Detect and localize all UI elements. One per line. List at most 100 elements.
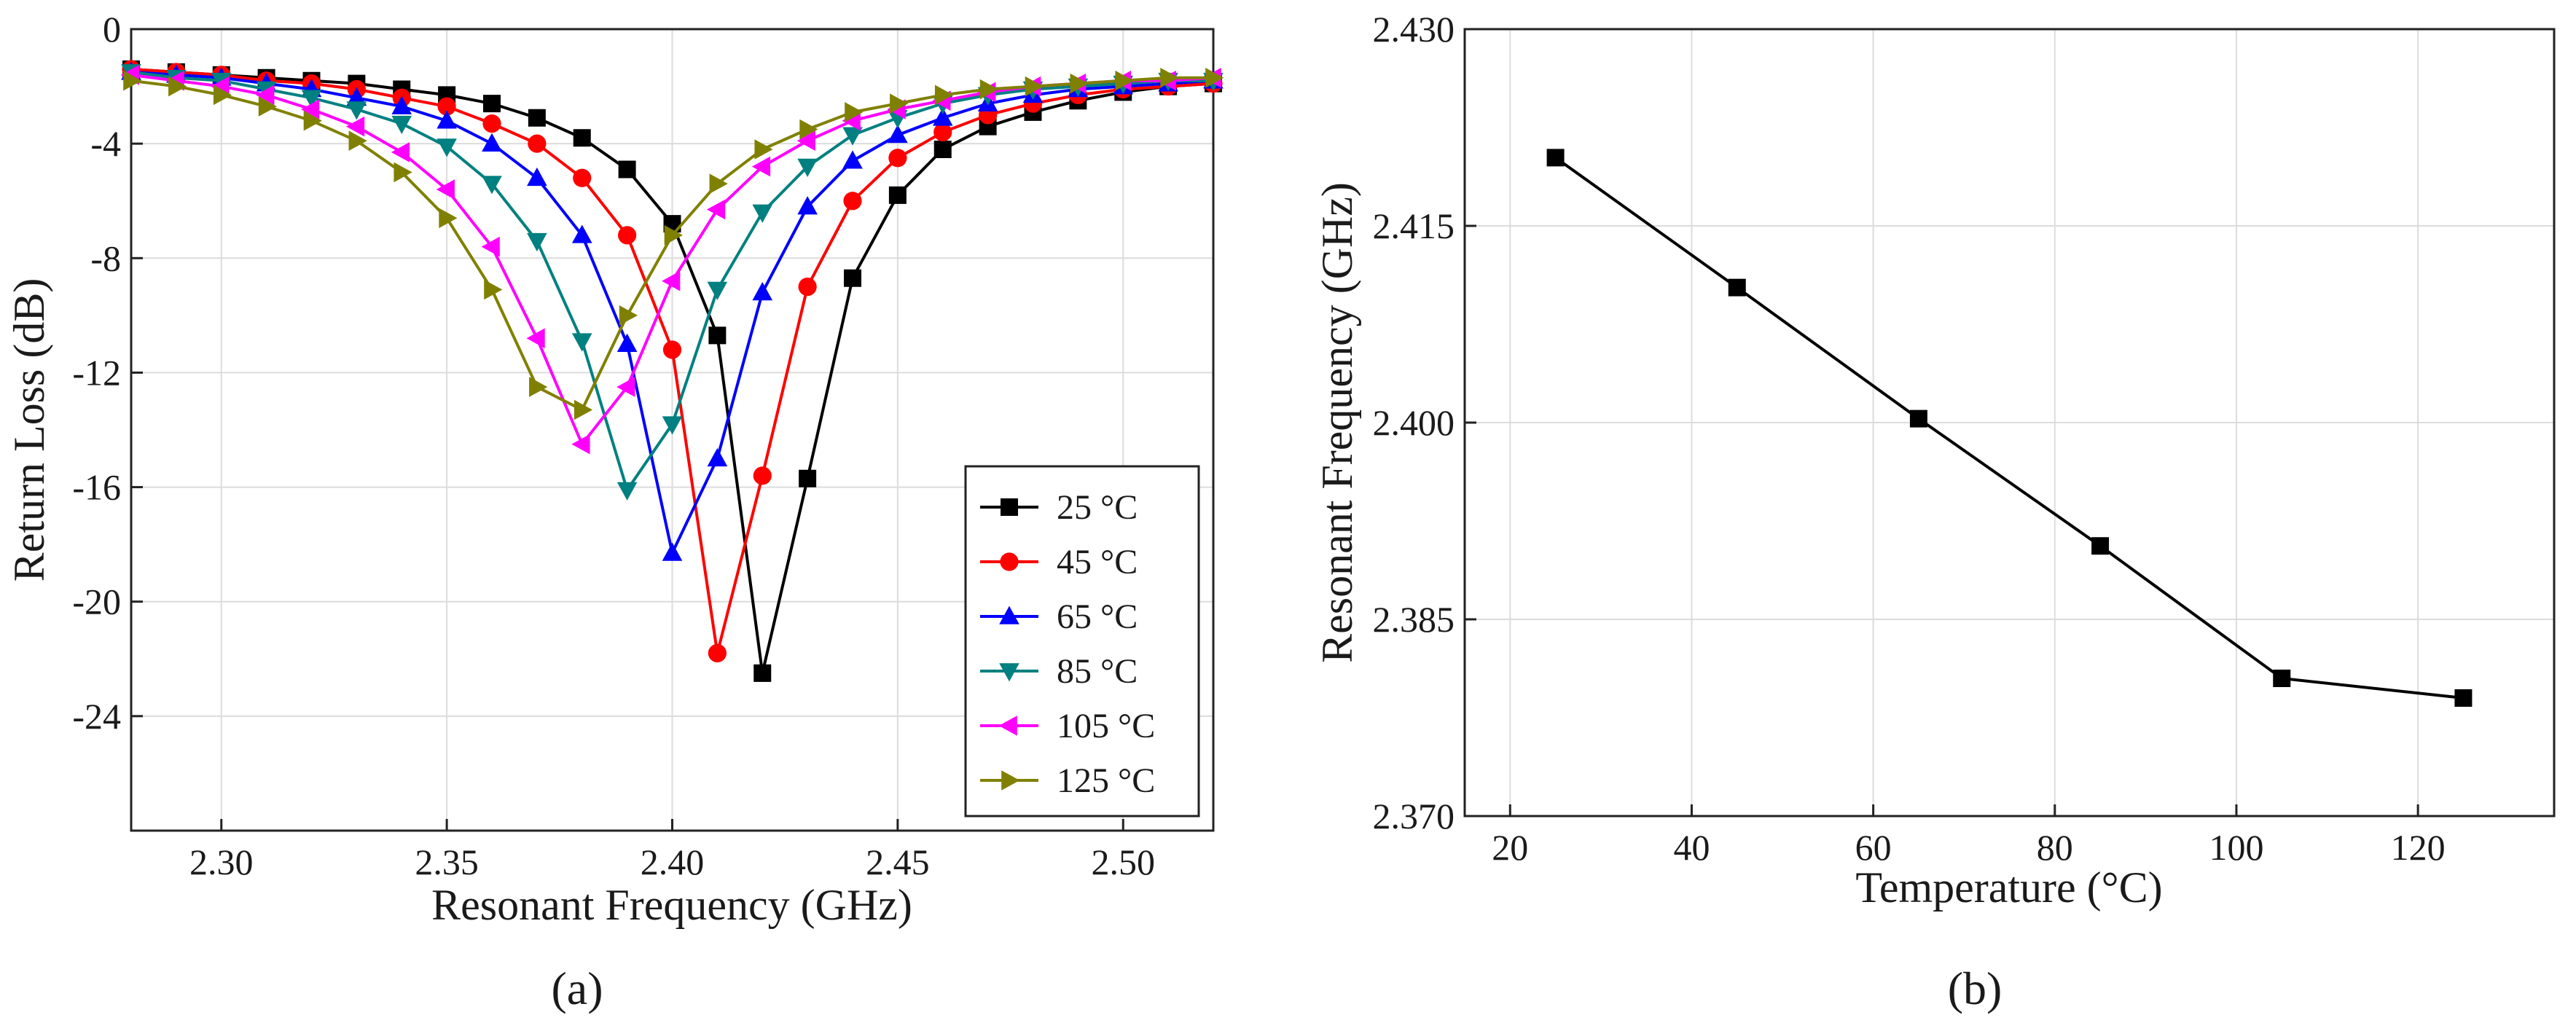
data-point xyxy=(436,110,457,129)
legend-label: 25 °C xyxy=(1057,488,1138,527)
data-point xyxy=(752,204,773,223)
data-point xyxy=(346,87,367,106)
data-point xyxy=(528,109,546,127)
data-point xyxy=(528,134,547,153)
y-tick-label: 2.415 xyxy=(1373,205,1455,246)
data-point xyxy=(123,70,142,91)
data-point xyxy=(798,277,817,297)
data-point xyxy=(843,192,862,211)
data-point xyxy=(213,85,232,106)
data-point xyxy=(573,168,592,187)
data-point xyxy=(1546,149,1565,167)
data-point xyxy=(933,141,952,158)
data-point xyxy=(751,156,771,177)
data-point xyxy=(481,236,500,257)
data-point xyxy=(890,93,909,114)
legend-marker xyxy=(998,716,1017,736)
panel-a-series xyxy=(120,60,1224,682)
data-point xyxy=(573,399,593,420)
data-point xyxy=(664,225,683,246)
series-line xyxy=(1554,156,2464,699)
data-point xyxy=(616,377,635,397)
panel-b-x-axis-title: Temperature (°C) xyxy=(1855,863,2162,912)
x-tick-label: 60 xyxy=(1855,827,1892,868)
data-point xyxy=(1728,278,1746,297)
y-tick-label: -24 xyxy=(72,696,121,737)
data-point xyxy=(799,469,817,487)
data-point xyxy=(2091,537,2110,555)
y-tick-label: -16 xyxy=(72,467,121,508)
data-point xyxy=(436,138,457,157)
y-tick-label: -4 xyxy=(90,123,121,164)
data-point xyxy=(2454,689,2473,707)
x-tick-label: 120 xyxy=(2391,827,2446,868)
legend-marker xyxy=(1000,552,1019,571)
legend-marker xyxy=(1001,498,1018,516)
data-point xyxy=(618,160,636,179)
data-point xyxy=(484,279,503,300)
legend-marker xyxy=(999,605,1019,624)
x-tick-label: 40 xyxy=(1673,827,1710,868)
panel-a-y-axis-title: Return Loss (dB) xyxy=(5,278,53,582)
data-point xyxy=(346,101,367,120)
data-point xyxy=(1070,73,1089,94)
panel-b-chart: 20 40 60 80 100 1202.3702.3852.4002.4152.430 … xyxy=(1313,9,2556,1014)
x-tick-label: 2.50 xyxy=(1092,842,1156,882)
legend-label: 85 °C xyxy=(1057,652,1138,691)
series-square xyxy=(1546,149,2473,707)
data-point xyxy=(482,133,502,152)
data-point xyxy=(708,326,727,345)
data-point xyxy=(842,150,863,169)
data-point xyxy=(394,162,412,183)
y-tick-label: -12 xyxy=(72,352,121,393)
data-point xyxy=(934,85,954,106)
data-point xyxy=(708,643,727,663)
data-point xyxy=(752,282,773,301)
y-tick-label: 2.430 xyxy=(1373,9,1455,50)
data-point xyxy=(483,95,501,113)
x-tick-label: 20 xyxy=(1492,827,1528,868)
data-point xyxy=(571,224,592,243)
legend-marker xyxy=(1001,770,1020,791)
data-point xyxy=(303,110,322,131)
panel-a-caption: (a) xyxy=(551,963,603,1014)
data-point xyxy=(1205,67,1224,88)
y-tick-label: 2.370 xyxy=(1373,796,1455,836)
data-point xyxy=(2273,670,2291,687)
panel-a-legend: 25 °C 45 °C 65 °C 85 °C 105 °C 125 °C xyxy=(964,465,1200,818)
data-point xyxy=(436,179,455,200)
panel-a-chart: 2.30 2.35 2.40 2.45 2.50 0 -4 -8 -12 -16 -20 -24 Re… xyxy=(5,9,1224,1014)
data-point xyxy=(662,542,683,561)
data-point xyxy=(616,333,638,352)
data-point xyxy=(1909,409,1927,428)
data-point xyxy=(796,130,815,152)
data-point xyxy=(1160,67,1179,88)
data-point xyxy=(391,115,412,135)
series-triangle-left xyxy=(120,65,1221,455)
data-point xyxy=(345,116,365,137)
data-point xyxy=(888,124,908,144)
data-point xyxy=(482,114,501,133)
legend-label: 45 °C xyxy=(1057,543,1138,581)
y-tick-label: -20 xyxy=(72,581,121,622)
panel-b-series xyxy=(1546,149,2473,707)
y-tick-label: 2.385 xyxy=(1373,599,1455,640)
data-point xyxy=(842,127,863,146)
data-point xyxy=(933,122,952,142)
data-point xyxy=(391,142,410,162)
data-point xyxy=(256,85,275,106)
data-point xyxy=(707,447,728,467)
data-point xyxy=(571,434,590,455)
data-point xyxy=(844,269,861,287)
legend-label: 125 °C xyxy=(1057,761,1155,800)
data-point xyxy=(301,90,322,109)
legend-marker xyxy=(999,663,1019,682)
data-point xyxy=(529,377,548,397)
data-point xyxy=(797,158,818,177)
x-tick-label: 80 xyxy=(2037,827,2073,868)
data-point xyxy=(571,333,592,352)
panel-b-caption: (b) xyxy=(1948,963,2003,1014)
data-point xyxy=(439,208,458,229)
panel-a-ticks: 2.30 2.35 2.40 2.45 2.50 0 -4 -8 -12 -16 -20 -24 xyxy=(72,9,1155,882)
